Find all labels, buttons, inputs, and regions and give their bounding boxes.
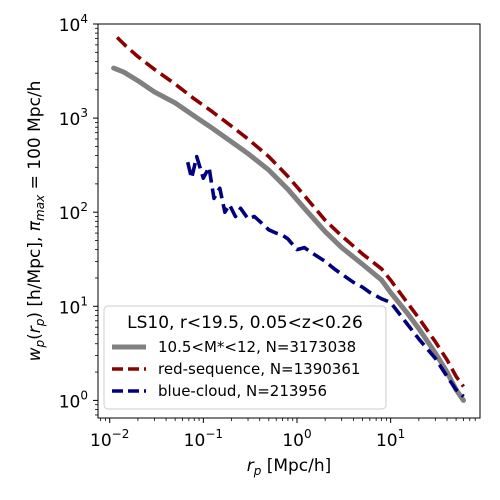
x-axis-label: rp [Mpc/h] <box>247 456 332 478</box>
series-layer <box>111 36 466 403</box>
legend-label-1: red-sequence, N=1390361 <box>158 360 360 378</box>
series-line-0 <box>111 65 466 403</box>
legend-entries: 10.5<M*<12, N=3173038 red-sequence, N=139… <box>112 338 360 400</box>
x-tick-label-3: 101 <box>376 427 405 451</box>
y-tick-label-3: 103 <box>59 106 88 130</box>
y-axis-label: wp(rp) [h/Mpc], πmax = 100 Mpc/h <box>25 81 47 362</box>
legend-box <box>103 305 387 410</box>
tick-layer: 10−2 10−1 100 101 100 101 102 103 104 <box>59 12 476 451</box>
legend-label-0: 10.5<M*<12, N=3173038 <box>158 338 356 356</box>
legend-title: LS10, r<19.5, 0.05<z<0.26 <box>127 313 363 333</box>
series-line-2 <box>185 154 465 398</box>
legend: LS10, r<19.5, 0.05<z<0.26 10.5<M*<12, N=… <box>103 305 387 410</box>
series-line-1 <box>115 36 465 388</box>
legend-label-2: blue-cloud, N=213956 <box>158 382 327 400</box>
y-tick-label-0: 100 <box>59 388 88 412</box>
x-tick-label-2: 100 <box>282 427 311 451</box>
x-tick-label-0: 10−2 <box>90 427 129 451</box>
x-tick-label-1: 10−1 <box>184 427 223 451</box>
y-tick-label-1: 101 <box>59 294 88 318</box>
y-tick-label-4: 104 <box>59 12 88 36</box>
y-tick-label-2: 102 <box>59 200 88 224</box>
